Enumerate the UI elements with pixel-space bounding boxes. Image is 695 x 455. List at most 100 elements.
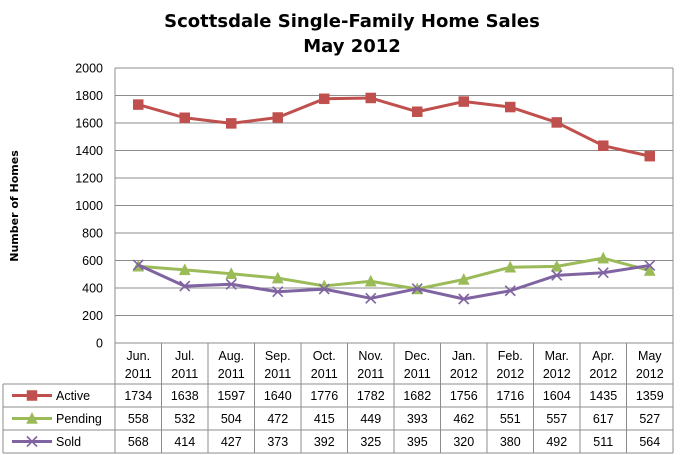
point-marker-square [133, 99, 144, 110]
table-cell-pending: 504 [221, 412, 242, 426]
point-marker-square [644, 150, 655, 162]
x-tick-year: 2011 [171, 367, 198, 381]
y-axis-label: Number of Homes [8, 150, 21, 262]
table-cell-active: 1734 [124, 389, 152, 403]
legend-label-active: Active [56, 389, 90, 403]
x-tick-month: Aug. [218, 349, 244, 363]
table-cell-pending: 527 [639, 412, 660, 426]
point-marker-square [226, 118, 237, 129]
x-tick-month: Apr. [592, 349, 614, 363]
y-tick-800: 800 [82, 227, 103, 241]
y-tick-600: 600 [82, 254, 103, 268]
y-tick-200: 200 [82, 309, 103, 323]
x-tick-year: 2012 [589, 367, 617, 381]
point-marker-square [26, 390, 38, 401]
x-tick-year: 2012 [543, 367, 571, 381]
table-cell-sold: 380 [500, 435, 521, 449]
x-tick-month: Jul. [175, 349, 194, 363]
point-marker-square [319, 93, 330, 105]
series-line-active [137, 96, 651, 158]
point-marker-square [179, 112, 190, 124]
table-cell-active: 1597 [217, 389, 245, 403]
point-marker-x [411, 283, 423, 295]
legend-label-sold: Sold [56, 435, 81, 449]
point-marker-x [272, 286, 284, 298]
x-tick-year: 2011 [264, 367, 291, 381]
point-marker-triangle [457, 272, 470, 285]
point-marker-triangle [643, 263, 656, 276]
table-cell-sold: 414 [174, 435, 195, 449]
chart-title: Scottsdale Single-Family Home Sales [164, 11, 540, 32]
table-cell-active: 1776 [310, 389, 338, 403]
point-marker-square [412, 106, 423, 117]
x-tick-month: Dec. [404, 349, 430, 363]
series-active [133, 92, 655, 162]
table-cell-pending: 551 [500, 412, 521, 426]
table-cell-pending: 558 [128, 412, 149, 426]
table-cell-sold: 320 [453, 435, 474, 449]
table-cell-pending: 415 [314, 412, 335, 426]
point-marker-x [179, 280, 191, 292]
point-marker-x [225, 278, 237, 290]
point-marker-square [598, 140, 609, 151]
table-cell-active: 1682 [403, 389, 431, 403]
point-marker-triangle [26, 411, 38, 424]
x-tick-year: 2012 [450, 367, 478, 381]
series-line-pending [138, 256, 651, 291]
y-tick-labels: 0 200 400 600 800 1000 1200 1400 1600 1800 2000 [75, 62, 103, 351]
x-tick-year: 2012 [636, 367, 664, 381]
table-cell-active: 1359 [636, 389, 664, 403]
point-marker-square [551, 117, 562, 128]
legend-label-pending: Pending [56, 412, 102, 426]
point-marker-square [365, 92, 376, 104]
x-tick-year: 2012 [496, 367, 524, 381]
gridlines [114, 67, 674, 343]
table-cell-pending: 617 [593, 412, 614, 426]
point-marker-x [551, 269, 563, 281]
table-cell-sold: 564 [639, 435, 660, 449]
y-tick-1000: 1000 [75, 199, 103, 213]
series-lines [132, 92, 656, 305]
x-tick-month: Sep. [265, 349, 291, 363]
table-cell-sold: 492 [546, 435, 567, 449]
y-tick-2000: 2000 [75, 62, 103, 76]
table-cell-pending: 462 [453, 412, 474, 426]
table-cell-sold: 511 [593, 435, 613, 449]
point-marker-triangle [364, 274, 377, 287]
point-marker-triangle [504, 260, 517, 273]
table-cell-active: 1640 [264, 389, 292, 403]
y-tick-1800: 1800 [75, 89, 103, 103]
point-marker-x [504, 285, 516, 297]
chart-subtitle: May 2012 [303, 36, 401, 57]
table-cell-active: 1716 [496, 389, 524, 403]
point-marker-square [505, 101, 516, 113]
point-marker-x [26, 435, 38, 448]
y-tick-1400: 1400 [75, 144, 103, 158]
point-marker-x [644, 259, 656, 272]
table-cell-pending: 557 [546, 412, 567, 426]
point-marker-triangle [597, 251, 610, 264]
x-tick-month: May [638, 349, 662, 363]
point-marker-square [272, 112, 283, 123]
table-cell-active: 1782 [357, 389, 385, 403]
table-cell-pending: 393 [407, 412, 428, 426]
x-tick-year: 2011 [404, 367, 431, 381]
x-tick-year: 2011 [357, 367, 384, 381]
point-marker-x [365, 292, 377, 304]
point-marker-x [318, 283, 330, 295]
x-tick-month: Mar. [545, 349, 569, 363]
table-cell-sold: 325 [360, 435, 381, 449]
table-cell-pending: 472 [267, 412, 288, 426]
table-cell-active: 1604 [543, 389, 571, 403]
table-cell-active: 1756 [450, 389, 478, 403]
table-cell-pending: 532 [174, 412, 195, 426]
y-tick-1200: 1200 [75, 172, 103, 186]
point-marker-triangle [271, 271, 284, 284]
table-cell-sold: 373 [267, 435, 288, 449]
x-tick-year: 2011 [218, 367, 245, 381]
x-tick-month: Jan. [452, 349, 476, 363]
point-marker-triangle [550, 259, 563, 272]
point-marker-x [597, 267, 609, 279]
x-tick-year: 2011 [125, 367, 152, 381]
